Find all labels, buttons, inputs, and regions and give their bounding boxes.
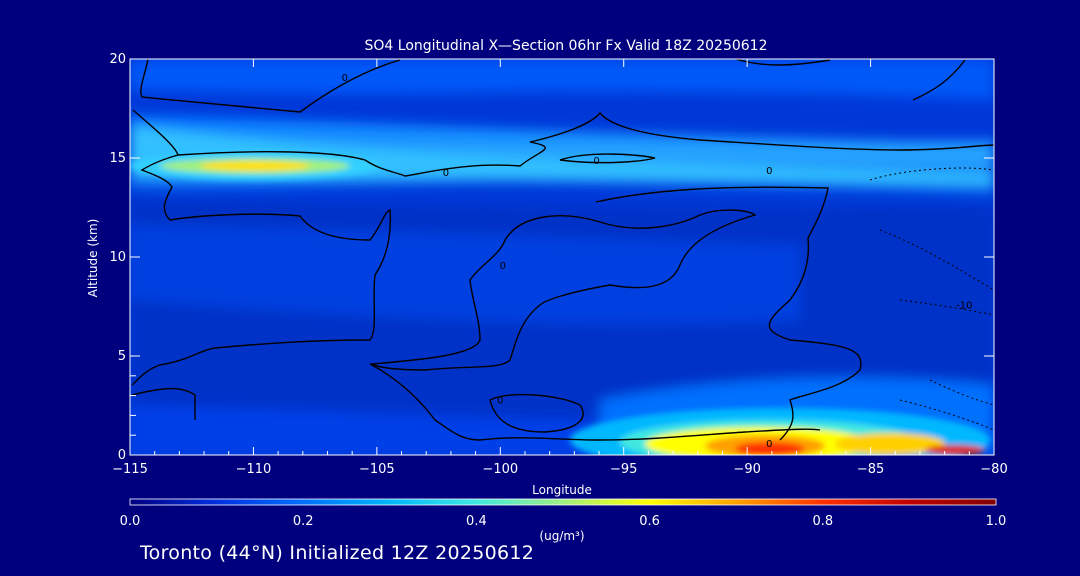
contour-label: 0 [766, 166, 772, 177]
x-tick-label: −90 [733, 462, 760, 477]
colorbar-gradient [129, 498, 997, 506]
colorbar: 0.0 0.2 0.4 0.6 0.8 1.0 (ug/m³) [120, 498, 1007, 543]
y-tick-label: 0 [118, 448, 126, 463]
contour-label: 0 [443, 168, 449, 179]
colorbar-unit-label: (ug/m³) [539, 529, 584, 543]
colorbar-tick-label: 1.0 [986, 514, 1007, 529]
x-tick-label: −85 [857, 462, 884, 477]
x-tick-label: −80 [980, 462, 1007, 477]
contour-label: -10 [956, 301, 972, 312]
colorbar-tick-label: 0.6 [639, 514, 660, 529]
contour-labels: 0 0 0 0 0 0 0 -10 [342, 73, 973, 450]
x-axis-label: Longitude [532, 483, 592, 497]
colorbar-tick-label: 0.2 [293, 514, 314, 529]
chart-title: SO4 Longitudinal X—Section 06hr Fx Valid… [365, 38, 768, 54]
x-tick-label: −105 [359, 462, 395, 477]
contour-label: 0 [500, 261, 506, 272]
y-tick-label: 15 [109, 151, 126, 166]
footer-caption: Toronto (44°N) Initialized 12Z 20250612 [140, 542, 535, 564]
contour-label: 0 [497, 396, 503, 407]
colorbar-tick-label: 0.4 [466, 514, 487, 529]
colorbar-tick-label: 0.0 [120, 514, 141, 529]
y-tick-label: 10 [109, 250, 126, 265]
y-axis: 0 5 10 15 20 [109, 52, 994, 463]
x-tick-label: −110 [236, 462, 272, 477]
heatmap-field: 0 0 0 0 0 0 0 -10 [130, 59, 994, 455]
y-tick-label: 5 [118, 349, 126, 364]
contour-label: 0 [342, 73, 348, 84]
x-tick-label: −115 [112, 462, 148, 477]
contour-label: 0 [766, 439, 772, 450]
y-axis-label: Altitude (km) [86, 219, 100, 298]
y-tick-label: 20 [109, 52, 126, 67]
x-tick-label: −95 [610, 462, 637, 477]
x-axis: −115 −110 −105 −100 −95 −90 −85 −80 [112, 59, 1008, 477]
x-tick-label: −100 [482, 462, 518, 477]
colorbar-tick-label: 0.8 [812, 514, 833, 529]
contour-lines-dotted [869, 167, 994, 431]
colorbar-ticks: 0.0 0.2 0.4 0.6 0.8 1.0 [120, 514, 1007, 529]
contour-label: 0 [593, 156, 599, 167]
contour-lines [131, 59, 994, 441]
